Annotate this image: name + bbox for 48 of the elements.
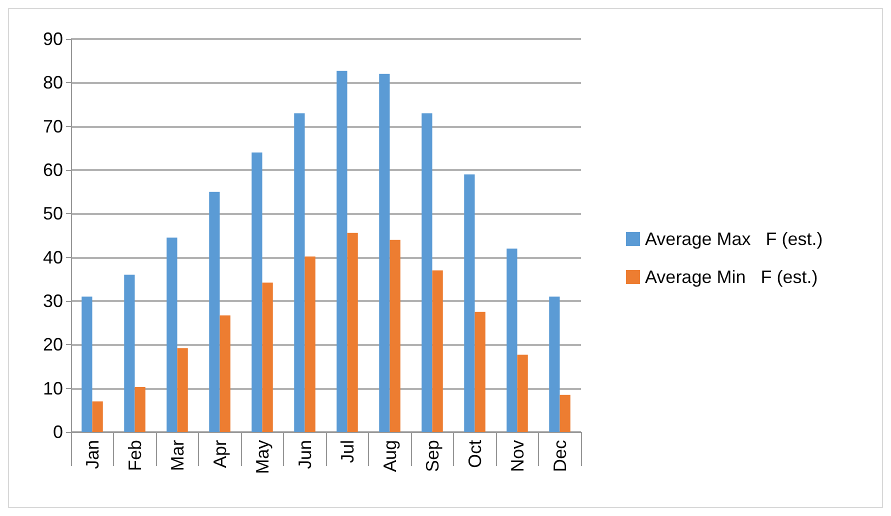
x-tick-label: Dec [550, 440, 570, 472]
bar [177, 348, 188, 432]
y-tick-label: 90 [42, 29, 63, 49]
y-tick-label: 10 [42, 378, 63, 398]
bar [209, 192, 220, 432]
x-tick-label: Oct [464, 440, 485, 468]
x-tick-label: Mar [167, 440, 188, 471]
y-tick-label: 30 [42, 291, 63, 311]
bar [390, 240, 400, 432]
x-tick-label: Aug [380, 440, 400, 472]
bar [560, 394, 570, 432]
bar [474, 312, 486, 432]
bar [422, 113, 432, 432]
legend-label: Average Max F (est.) [645, 229, 823, 249]
bar [304, 256, 316, 432]
bar [124, 274, 135, 432]
bar [252, 152, 262, 432]
bar [432, 270, 443, 432]
bar [82, 296, 92, 432]
y-tick-label: 80 [42, 72, 63, 93]
y-tick-label: 0 [52, 422, 63, 442]
y-tick-label: 50 [42, 204, 63, 224]
y-tick-label: 20 [42, 334, 63, 355]
bar [347, 232, 358, 432]
x-tick-label: Feb [124, 440, 145, 472]
bar [166, 238, 178, 432]
bar [379, 74, 390, 432]
x-tick-label: May [252, 440, 272, 474]
bar [517, 354, 528, 432]
x-tick-label: Jan [82, 440, 102, 470]
bar [92, 401, 103, 432]
bar [464, 174, 475, 432]
y-tick-label: 60 [42, 160, 63, 180]
bar [506, 248, 518, 432]
bar [220, 315, 230, 432]
y-tick-label: 40 [42, 247, 63, 268]
x-tick-label: Apr [210, 440, 230, 468]
bar [294, 113, 305, 432]
bar [262, 282, 273, 432]
x-tick-label: Jul [337, 440, 358, 464]
x-tick-label: Sep [422, 440, 442, 472]
legend-label: Average Min F (est.) [645, 267, 818, 287]
x-tick-label: Jun [294, 440, 315, 470]
x-tick-label: Nov [507, 440, 528, 472]
bar [549, 296, 560, 432]
bar [134, 387, 146, 432]
bar [336, 70, 348, 432]
y-tick-label: 70 [42, 116, 63, 136]
